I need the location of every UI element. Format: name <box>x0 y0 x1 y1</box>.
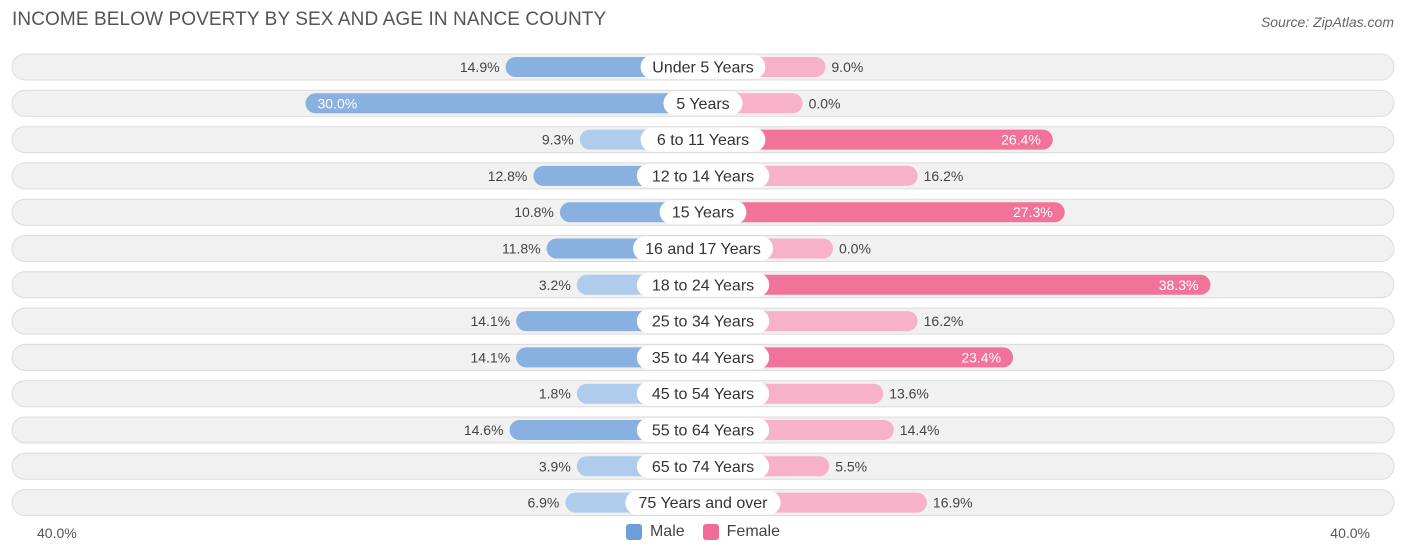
female-value-label: 38.3% <box>1159 277 1199 293</box>
chart-title: INCOME BELOW POVERTY BY SEX AND AGE IN N… <box>12 9 607 30</box>
legend-label-female: Female <box>726 523 781 540</box>
female-value-label: 16.9% <box>933 495 973 511</box>
legend-label-male: Male <box>649 523 685 540</box>
category-label: 25 to 34 Years <box>652 314 754 331</box>
male-value-label: 14.9% <box>460 59 500 75</box>
axis-max-label: 40.0% <box>1330 525 1370 541</box>
male-value-label: 12.8% <box>488 168 528 184</box>
female-value-label: 23.4% <box>961 349 1001 365</box>
legend-item-male: Male <box>625 523 685 541</box>
female-bar <box>703 129 1053 150</box>
category-label-bg <box>640 55 766 79</box>
female-value-label: 14.4% <box>900 422 940 438</box>
category-label-bg <box>625 490 781 515</box>
category-label-bg <box>633 236 773 261</box>
legend-item-female: Female <box>702 523 781 541</box>
category-label-bg <box>636 381 770 406</box>
category-label: 15 Years <box>672 205 734 222</box>
category-label-bg <box>636 345 770 370</box>
category-label: 12 to 14 Years <box>652 168 754 185</box>
female-bar <box>703 202 1065 223</box>
female-value-label: 0.0% <box>839 241 871 257</box>
category-label-bg <box>636 309 770 334</box>
female-value-label: 16.2% <box>924 168 964 184</box>
category-label: Under 5 Years <box>652 60 753 77</box>
legend-swatch-female <box>702 524 719 540</box>
male-value-label: 1.8% <box>539 386 571 402</box>
legend: Male Female <box>0 523 1406 541</box>
male-value-label: 30.0% <box>318 95 358 111</box>
category-label: 35 to 44 Years <box>652 350 754 367</box>
category-label-bg <box>636 163 770 188</box>
axis-min-label: 40.0% <box>37 525 77 541</box>
male-value-label: 14.1% <box>470 313 510 329</box>
chart-source: Source: ZipAtlas.com <box>1260 14 1394 30</box>
category-label: 65 to 74 Years <box>652 459 754 476</box>
category-label: 45 to 54 Years <box>652 386 754 403</box>
category-label: 55 to 64 Years <box>652 423 754 440</box>
category-label: 18 to 24 Years <box>652 277 754 294</box>
category-label: 6 to 11 Years <box>657 132 749 149</box>
female-value-label: 5.5% <box>835 458 867 474</box>
category-label-bg <box>636 272 770 297</box>
male-value-label: 14.1% <box>470 349 510 365</box>
male-value-label: 6.9% <box>527 495 559 511</box>
male-value-label: 11.8% <box>502 241 541 257</box>
category-label: 5 Years <box>676 96 729 113</box>
female-bar <box>703 274 1211 295</box>
female-bar <box>703 347 1014 368</box>
female-value-label: 26.4% <box>1001 132 1041 148</box>
category-label-bg <box>636 454 770 479</box>
male-value-label: 9.3% <box>542 132 574 148</box>
female-value-label: 27.3% <box>1013 204 1053 220</box>
male-value-label: 3.9% <box>539 458 571 474</box>
category-label: 75 Years and over <box>639 495 769 512</box>
category-label: 16 and 17 Years <box>645 241 761 258</box>
male-value-label: 10.8% <box>514 204 554 220</box>
female-value-label: 16.2% <box>924 313 964 329</box>
female-value-label: 13.6% <box>889 386 929 402</box>
category-label-bg <box>663 91 743 116</box>
category-label-bg <box>636 418 770 442</box>
category-label-bg <box>659 200 747 225</box>
male-value-label: 14.6% <box>464 422 504 438</box>
legend-swatch-male <box>625 524 642 540</box>
female-value-label: 9.0% <box>831 59 863 75</box>
poverty-chart: Under 5 Years 14.9% 9.0% 5 Years 30.0% 0.0% 6 … <box>11 53 1395 517</box>
male-value-label: 3.2% <box>539 277 571 293</box>
category-label-bg <box>640 127 766 152</box>
male-bar <box>305 93 703 114</box>
female-value-label: 0.0% <box>809 95 841 111</box>
